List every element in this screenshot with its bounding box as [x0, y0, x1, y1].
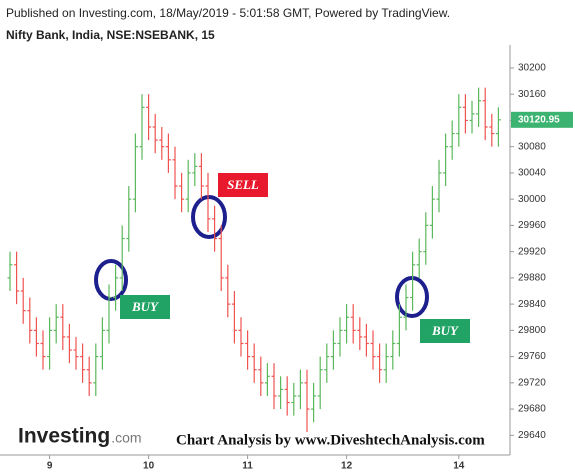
y-tick-label: 30000: [518, 194, 546, 205]
y-tick-label: 30080: [518, 141, 546, 152]
chart-subtitle: Published on Investing.com, 18/May/2019 …: [6, 6, 450, 20]
highlight-circle: [94, 259, 128, 301]
last-price-box: [511, 111, 573, 128]
y-tick-label: 29800: [518, 325, 546, 336]
annotation-label: BUY: [131, 299, 159, 314]
y-tick-label: 29840: [518, 299, 546, 310]
last-price-label: 30120.95: [518, 114, 560, 125]
chart-title: Nifty Bank, India, NSE:NSEBANK, 15: [6, 28, 215, 42]
y-tick-label: 29960: [518, 220, 546, 231]
y-tick-label: 30160: [518, 89, 546, 100]
y-tick-label: 29760: [518, 351, 546, 362]
credit: Chart Analysis by www.DiveshtechAnalysis…: [176, 432, 485, 448]
y-tick-label: 29680: [518, 404, 546, 415]
x-tick-label: 14: [453, 461, 465, 472]
annotation-label: SELL: [227, 177, 259, 192]
y-tick-label: 29920: [518, 246, 546, 257]
y-tick-label: 29640: [518, 430, 546, 441]
annotation-box: [120, 295, 170, 319]
x-tick-label: 9: [47, 461, 53, 472]
y-tick-label: 29880: [518, 273, 546, 284]
x-tick-label: 10: [143, 461, 155, 472]
logo-suffix: .com: [111, 430, 141, 446]
annotation-box: [218, 173, 268, 197]
x-tick-label: 12: [341, 461, 353, 472]
highlight-circle: [191, 195, 227, 239]
logo-name: Investing: [18, 425, 110, 448]
y-tick-label: 30040: [518, 168, 546, 179]
annotation-box: [420, 319, 470, 343]
y-tick-label: 29720: [518, 377, 546, 388]
annotation-label: BUY: [431, 323, 459, 338]
y-tick-label: 30200: [518, 63, 546, 74]
x-tick-label: 11: [242, 461, 253, 472]
